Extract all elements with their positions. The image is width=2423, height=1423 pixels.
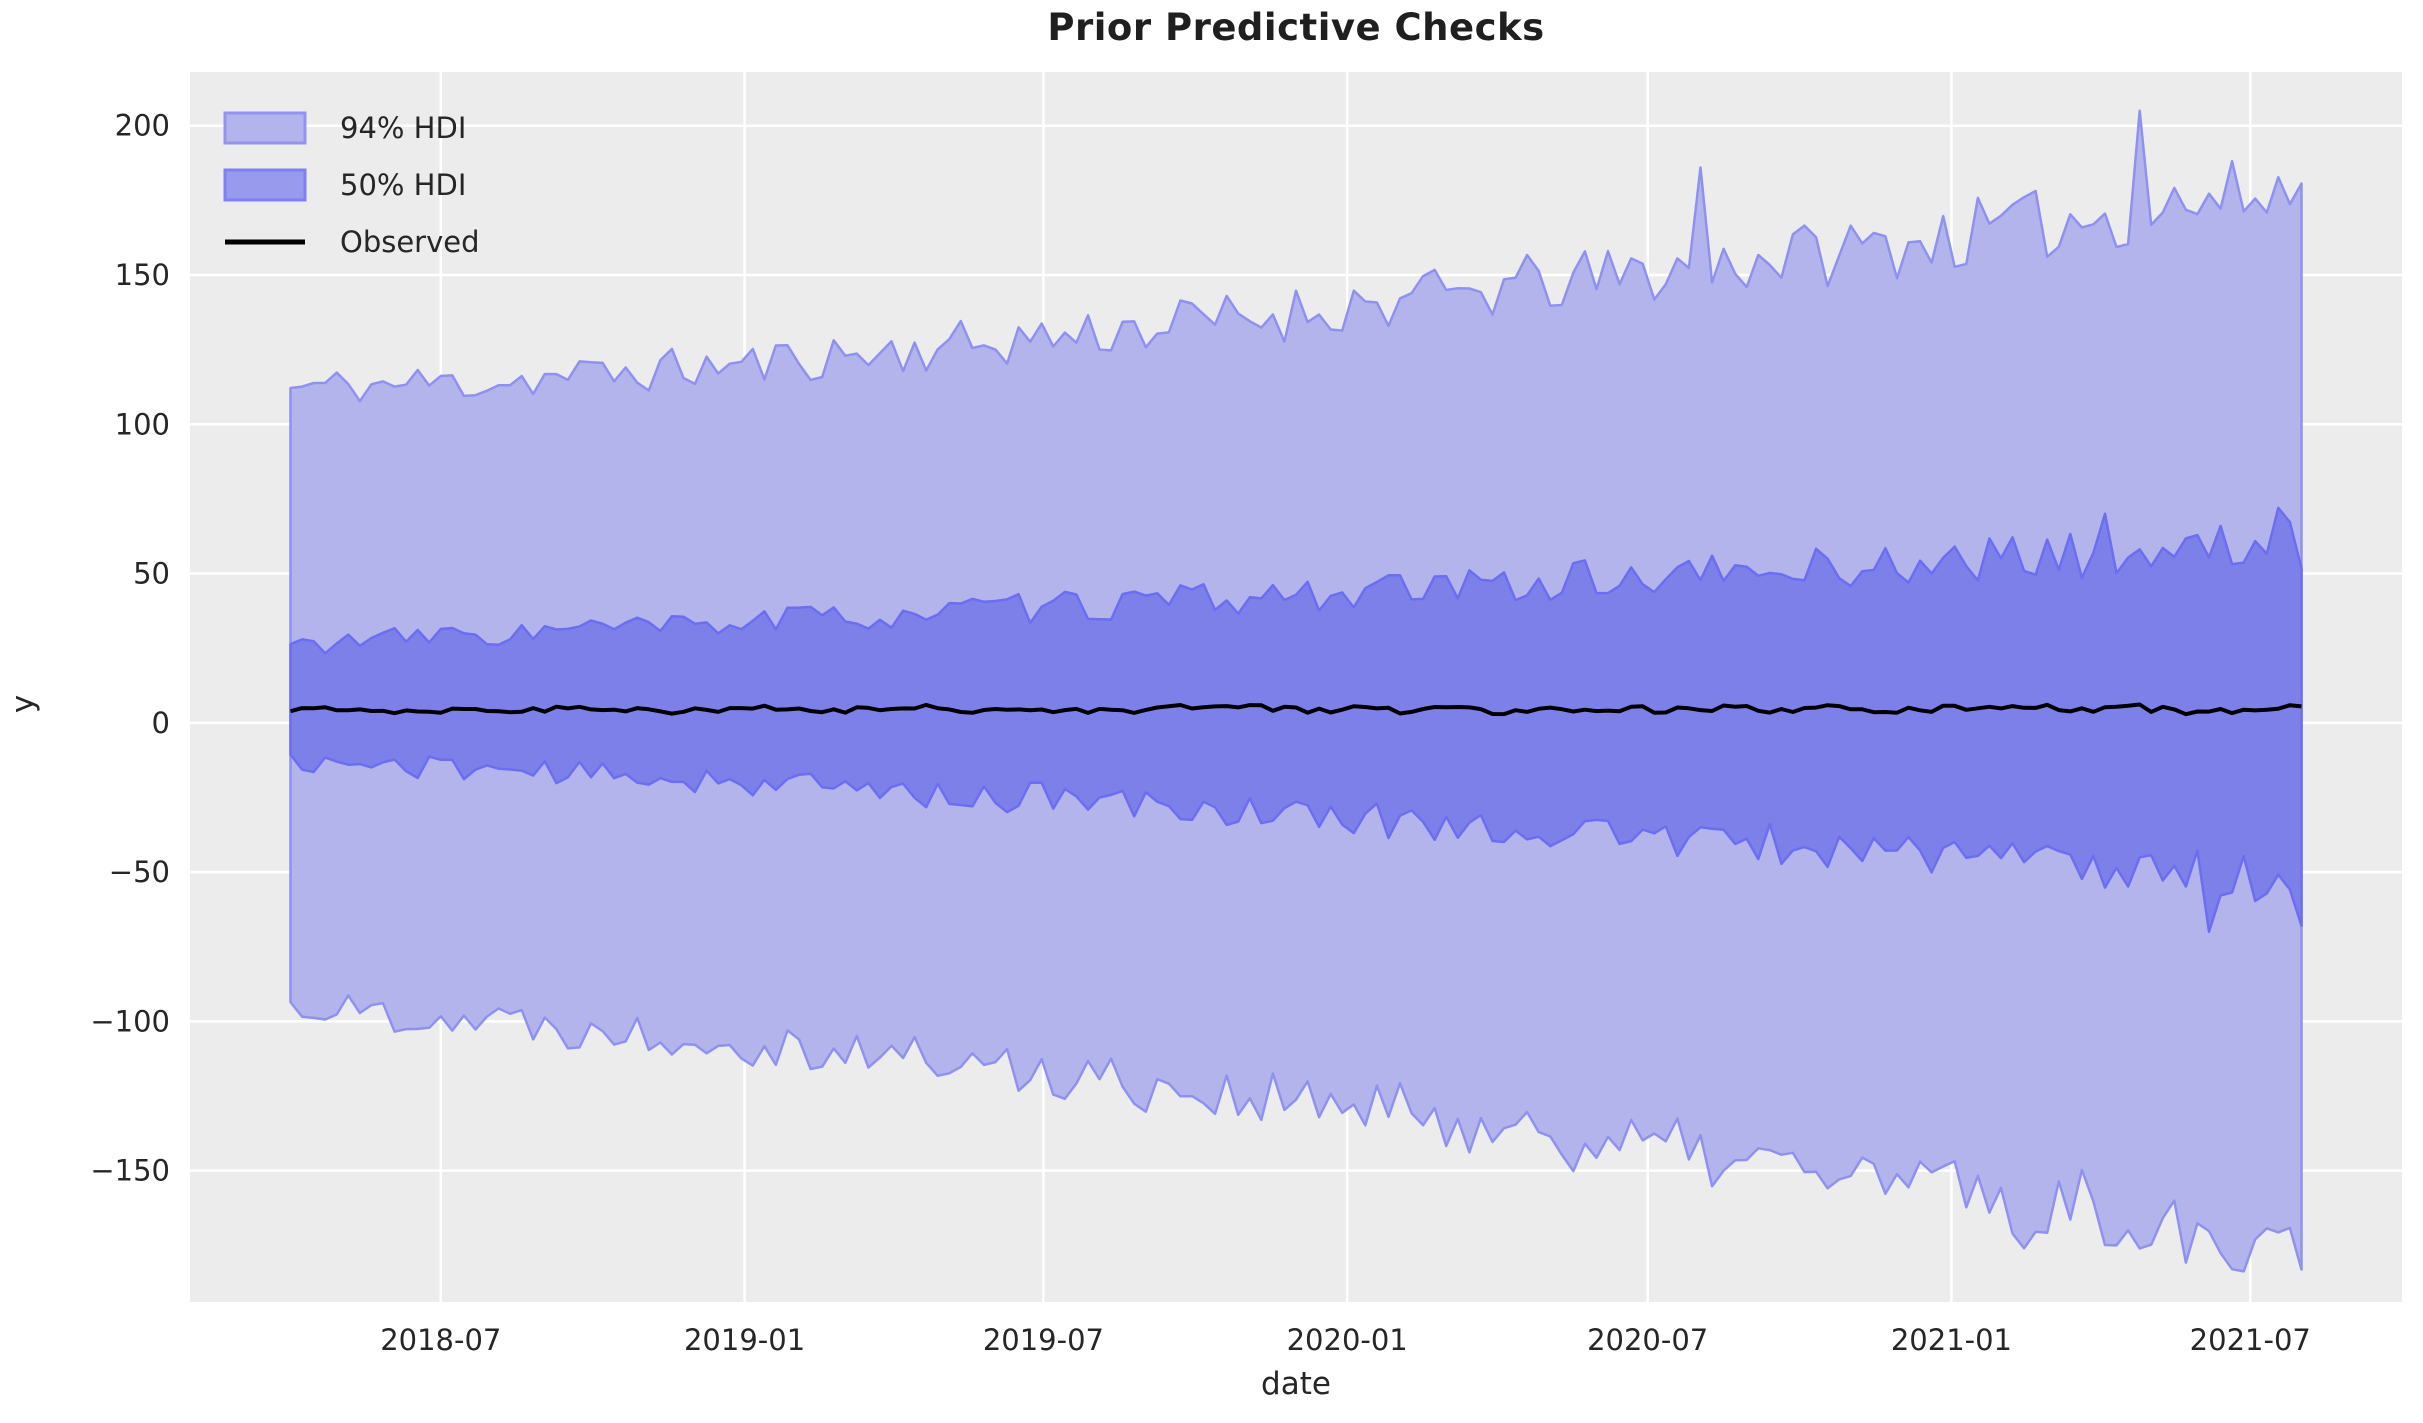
- x-tick-label: 2021-07: [2190, 1323, 2311, 1357]
- y-tick-label: 50: [133, 557, 170, 591]
- y-tick-label: 100: [115, 407, 170, 441]
- legend-label: 94% HDI: [340, 111, 466, 145]
- hdi50-band: [289, 506, 2303, 934]
- x-tick-label: 2020-07: [1587, 1323, 1708, 1357]
- y-tick-label: −100: [90, 1004, 170, 1038]
- x-tick-label: 2019-01: [684, 1323, 805, 1357]
- x-axis-label: date: [1261, 1366, 1331, 1402]
- legend-swatch-50hdi: [223, 168, 307, 202]
- x-tick-label: 2020-01: [1287, 1323, 1408, 1357]
- y-tick-label: 0: [152, 706, 170, 740]
- chart-title: Prior Predictive Checks: [1047, 6, 1545, 49]
- x-tick-label: 2019-07: [983, 1323, 1104, 1357]
- legend-swatch-94hdi: [223, 111, 307, 145]
- y-tick-label: 150: [115, 258, 170, 292]
- legend-label: 50% HDI: [340, 168, 466, 202]
- legend-label: Observed: [340, 225, 480, 259]
- y-tick-label: −150: [90, 1154, 170, 1188]
- y-axis-label: y: [5, 694, 42, 714]
- observed-line: [289, 702, 2302, 717]
- x-tick-label: 2021-01: [1891, 1323, 2012, 1357]
- x-tick-label: 2018-07: [380, 1323, 501, 1357]
- y-tick-label: 200: [115, 109, 170, 143]
- y-tick-label: −50: [109, 855, 170, 889]
